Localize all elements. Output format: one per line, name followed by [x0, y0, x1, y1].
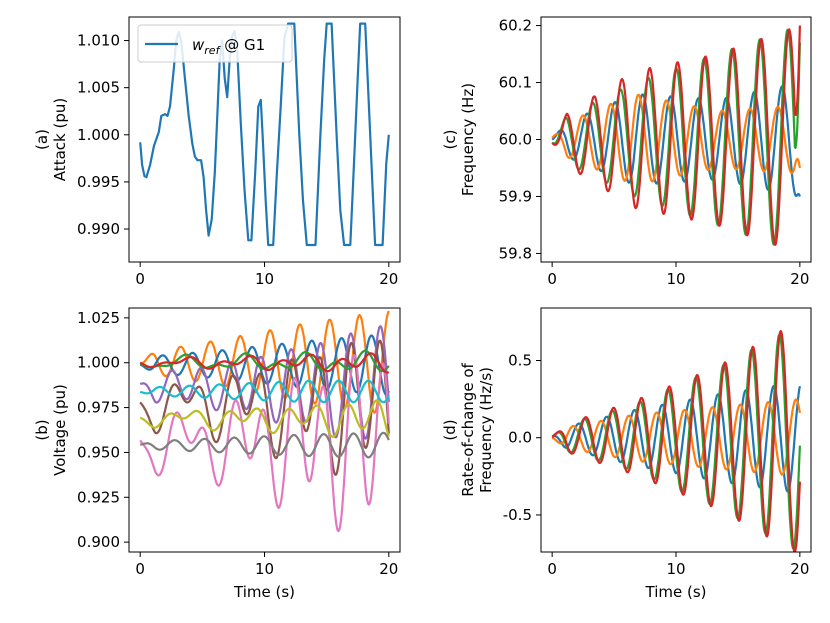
y-tick-label-c-3: 60.1	[499, 74, 532, 92]
y-axis-label-line-b-1: Voltage (pu)	[51, 384, 69, 476]
series-line-V6	[139, 379, 390, 404]
y-axis-label-line-c-0: (c)	[441, 130, 459, 150]
y-axis-label-line-a-0: (a)	[33, 129, 51, 150]
x-tick-label-c-0: 0	[547, 270, 557, 288]
series-group-c	[551, 25, 801, 246]
y-tick-label-c-4: 60.2	[499, 17, 532, 35]
y-tick-label-b-5: 1.025	[77, 309, 120, 327]
x-tick-label-b-1: 10	[255, 560, 274, 578]
y-tick-label-d-0: -0.5	[503, 506, 532, 524]
x-tick-label-b-2: 20	[379, 560, 398, 578]
y-tick-label-a-3: 1.005	[77, 79, 120, 97]
y-axis-label-line-d-1: Rate-of-change of	[459, 363, 477, 497]
series-line-df3	[551, 333, 801, 550]
y-axis-label-a: (a)Attack (pu)	[33, 98, 69, 181]
series-line-V8	[139, 431, 390, 459]
x-tick-label-c-2: 20	[790, 270, 809, 288]
x-axis-label-b: Time (s)	[233, 583, 295, 601]
x-tick-label-d-0: 0	[547, 560, 557, 578]
series-line-V7	[139, 399, 390, 438]
y-tick-label-b-3: 0.975	[77, 399, 120, 417]
y-axis-label-line-c-1: Frequency (Hz)	[459, 83, 477, 196]
y-tick-label-d-2: 0.5	[508, 352, 532, 370]
x-tick-label-a-2: 20	[379, 270, 398, 288]
series-line-V10	[139, 352, 390, 374]
legend-label-main: w	[192, 36, 205, 54]
panel-a: 0 10 20 0.990 0.995 1.000 1.005 1.010 (a)Attack …	[33, 16, 401, 288]
y-tick-label-b-4: 1.000	[77, 354, 120, 372]
x-tick-label-b-0: 0	[135, 560, 145, 578]
series-line-df1	[551, 384, 801, 493]
y-axis-label-line-d-2: Frequency (Hz/s)	[477, 367, 495, 493]
x-tick-label-d-1: 10	[666, 560, 685, 578]
series-group-d	[551, 330, 801, 552]
x-tick-label-d-2: 20	[790, 560, 809, 578]
y-axis-label-b: (b)Voltage (pu)	[33, 384, 69, 476]
y-tick-label-a-0: 0.990	[77, 220, 120, 238]
legend-box	[137, 24, 293, 63]
panel-b: 0 10 20 0.900 0.925 0.950 0.975 1.000 1.025 (b)Vo…	[33, 307, 401, 601]
series-group-b	[139, 310, 390, 533]
y-axis-label-line-b-0: (b)	[33, 419, 51, 440]
series-line-f2	[551, 93, 801, 183]
y-tick-label-d-1: 0.0	[508, 429, 532, 447]
series-line-V5	[139, 354, 390, 533]
panel-d: 0 10 20 -0.5 0.0 0.5 (d)Rate-of-change ofFrequ…	[441, 307, 812, 601]
y-axis-label-line-d-0: (d)	[441, 419, 459, 440]
series-line-f1	[551, 85, 801, 197]
x-tick-label-a-0: 0	[135, 270, 145, 288]
legend-label-subscript: ref	[204, 44, 221, 57]
y-tick-label-a-1: 0.995	[77, 173, 120, 191]
x-tick-label-a-1: 10	[255, 270, 274, 288]
y-tick-label-a-2: 1.000	[77, 126, 120, 144]
legend-label-suffix: @ G1	[219, 36, 265, 54]
y-tick-label-b-0: 0.900	[77, 533, 120, 551]
y-axis-label-line-a-1: Attack (pu)	[51, 98, 69, 181]
y-tick-label-a-4: 1.010	[77, 32, 120, 50]
series-line-df4	[551, 330, 801, 552]
legend-label: wref @ G1	[192, 36, 265, 57]
y-tick-label-c-1: 59.9	[499, 187, 532, 205]
x-axis-label-d: Time (s)	[645, 583, 707, 601]
panel-c: 0 10 20 59.8 59.9 60.0 60.1 60.2 (c)Frequency (H…	[441, 16, 812, 288]
series-line-V1	[139, 310, 390, 414]
y-axis-label-d: (d)Rate-of-change ofFrequency (Hz/s)	[441, 363, 495, 497]
y-tick-label-b-1: 0.925	[77, 488, 120, 506]
y-tick-label-c-2: 60.0	[499, 131, 532, 149]
y-axis-label-c: (c)Frequency (Hz)	[441, 83, 477, 196]
legend: wref @ G1	[137, 24, 293, 63]
series-line-f4	[551, 25, 801, 246]
x-tick-label-c-1: 10	[666, 270, 685, 288]
y-tick-label-b-2: 0.950	[77, 443, 120, 461]
y-tick-label-c-0: 59.8	[499, 244, 532, 262]
